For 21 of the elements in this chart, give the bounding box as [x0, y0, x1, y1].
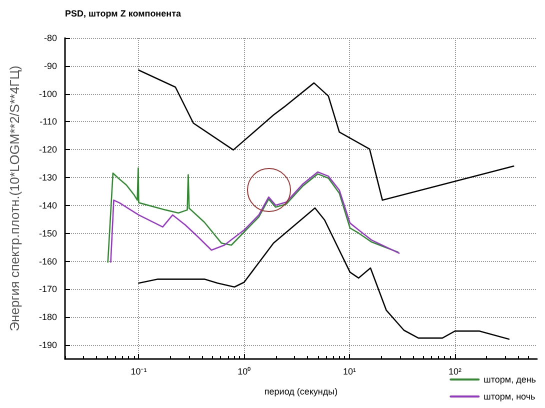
- x-tick-label: 10⁻¹: [130, 366, 147, 376]
- y-axis-title: Энергия спектр.плотн.(10*LOGM**2/S**4ГЦ): [7, 66, 22, 332]
- y-tick-label: -80: [44, 33, 57, 43]
- y-tick-label: -160: [38, 256, 57, 266]
- y-tick-label: -90: [44, 60, 57, 71]
- y-tick-label: -170: [38, 284, 57, 294]
- y-tick-label: -150: [38, 228, 57, 238]
- legend-label: шторм, день: [484, 374, 536, 384]
- x-tick-label: 10⁰: [238, 366, 251, 376]
- y-tick-label: -180: [38, 312, 57, 322]
- y-tick-label: -190: [38, 340, 57, 350]
- x-tick-label: 10¹: [343, 366, 356, 376]
- y-tick-label: -110: [40, 116, 57, 127]
- x-tick-label: 10²: [448, 366, 462, 376]
- y-tick-label: -100: [38, 88, 57, 99]
- y-tick-label: -120: [38, 144, 57, 155]
- x-axis-title: период (секунды): [264, 386, 338, 396]
- legend-label: шторм, ночь: [484, 392, 536, 402]
- y-tick-label: -140: [38, 200, 57, 210]
- chart-title: PSD, шторм Z компонента: [65, 8, 182, 18]
- y-tick-label: -130: [38, 172, 57, 183]
